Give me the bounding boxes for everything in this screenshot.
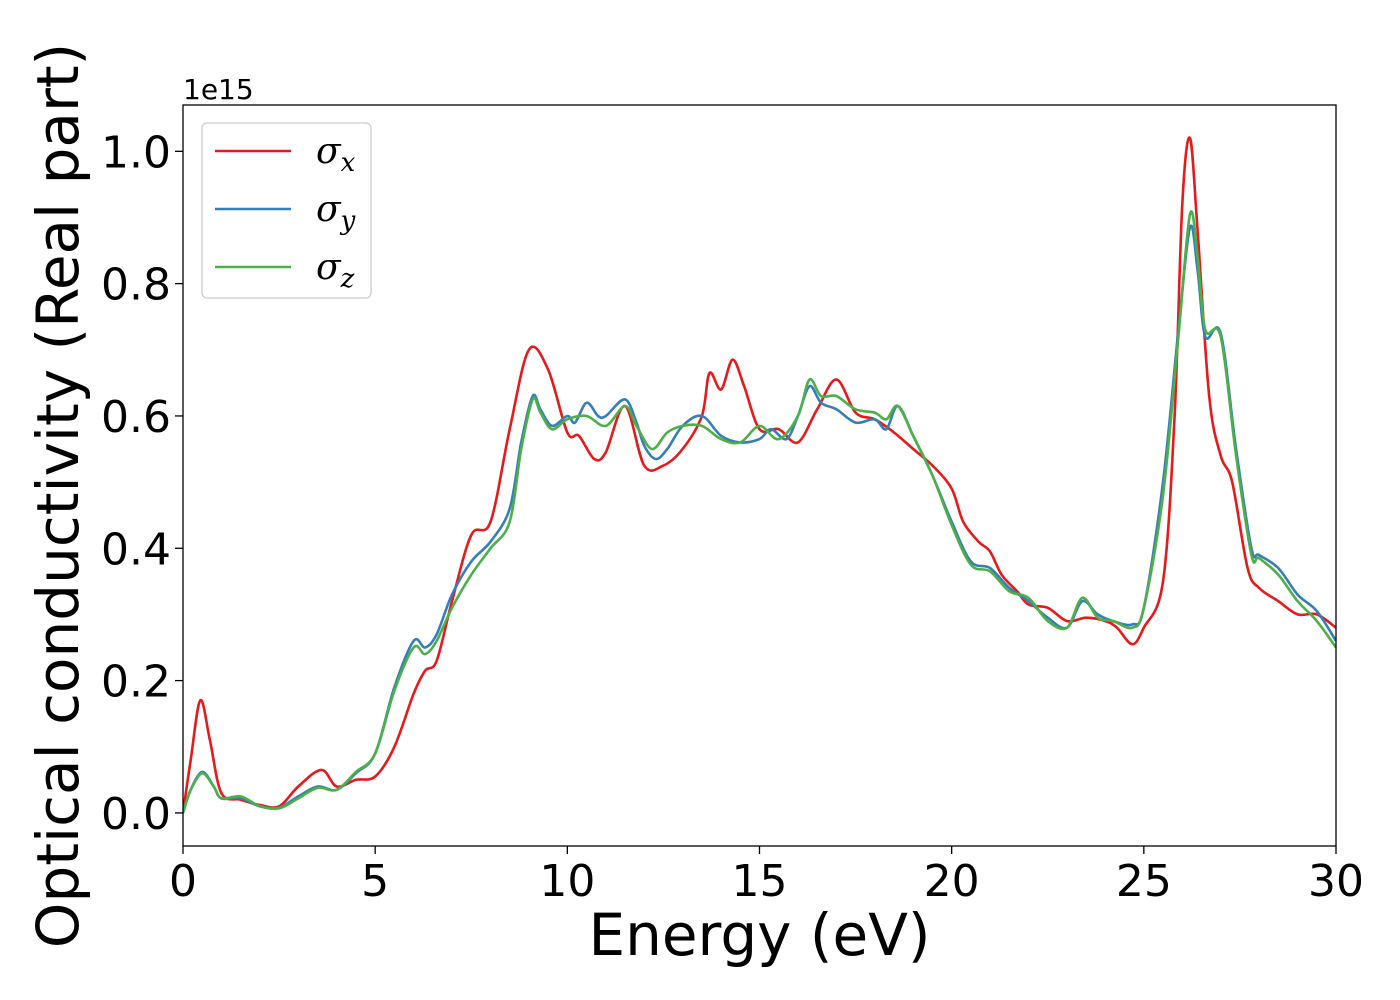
x-axis-title: Energy (eV)	[588, 901, 930, 969]
series-line-y	[183, 224, 1336, 814]
y-axis-title: Optical conductivity (Real part)	[24, 43, 92, 948]
y-tick-label: 0.2	[101, 657, 171, 708]
legend-label-y: σy	[316, 189, 356, 236]
x-tick-label: 30	[1308, 856, 1364, 907]
axis-ticks: 0 5 10 15 20 25 30 0.0 0.2 0.4 0.6 0.8 1.0	[101, 127, 1364, 907]
y-tick-label: 0.4	[101, 524, 171, 575]
y-tick-label: 0.6	[101, 392, 171, 443]
y-axis-offset-label: 1e15	[183, 73, 254, 106]
x-tick-label: 25	[1116, 856, 1172, 907]
legend: σx σy σz	[201, 122, 372, 299]
series-line-x	[183, 136, 1336, 814]
plot-frame	[182, 104, 1337, 847]
x-tick-label: 0	[169, 856, 197, 907]
plot-lines	[183, 136, 1336, 814]
x-tick-label: 10	[539, 856, 595, 907]
y-tick-label: 0.0	[101, 789, 171, 840]
y-tick-label: 1.0	[101, 127, 171, 178]
x-tick-label: 20	[924, 856, 980, 907]
legend-label-x: σx	[316, 131, 356, 178]
x-tick-label: 5	[361, 856, 389, 907]
y-tick-label: 0.8	[101, 260, 171, 311]
series-line-z	[183, 210, 1336, 814]
x-tick-label: 15	[732, 856, 788, 907]
legend-box	[201, 122, 372, 299]
legend-label-z: σz	[316, 247, 355, 294]
